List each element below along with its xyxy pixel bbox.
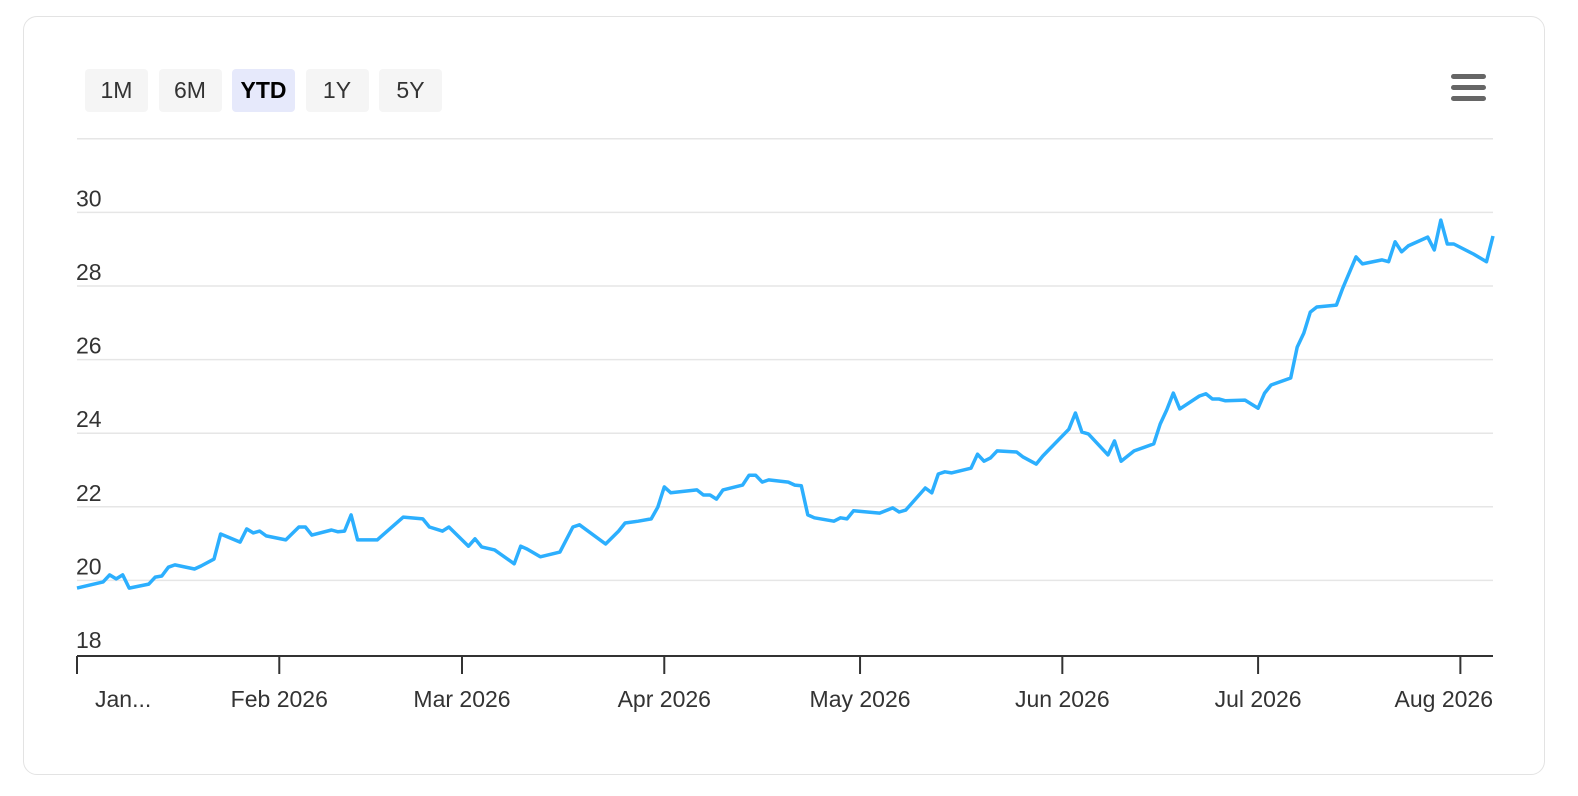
y-tick-label: 28 <box>76 259 102 285</box>
x-tick-label: Jul 2026 <box>1215 686 1302 712</box>
x-tick-label: Apr 2026 <box>618 686 711 712</box>
range-button[interactable]: 5Y <box>379 69 442 112</box>
price-line <box>76 218 1495 590</box>
y-tick-label: 22 <box>76 480 102 506</box>
chart-card <box>23 16 1545 775</box>
x-tick-label: May 2026 <box>810 686 911 712</box>
range-button[interactable]: 6M <box>158 69 222 112</box>
y-tick-label: 18 <box>76 627 102 653</box>
y-tick-label: 24 <box>76 406 102 432</box>
y-tick-label: 26 <box>76 333 102 359</box>
y-tick-label: 20 <box>76 553 102 579</box>
range-button[interactable]: 1M <box>85 69 148 112</box>
range-button[interactable]: YTD <box>232 69 295 112</box>
y-tick-label: 30 <box>76 185 102 211</box>
range-button[interactable]: 1Y <box>305 69 369 112</box>
x-tick-label: Jun 2026 <box>1015 686 1110 712</box>
x-tick-label: Mar 2026 <box>413 686 510 712</box>
x-tick-label: Jan... <box>95 686 151 712</box>
menu-icon[interactable] <box>1451 74 1486 101</box>
x-tick-label: Aug 2026 <box>1395 686 1493 712</box>
x-tick-label: Feb 2026 <box>231 686 328 712</box>
